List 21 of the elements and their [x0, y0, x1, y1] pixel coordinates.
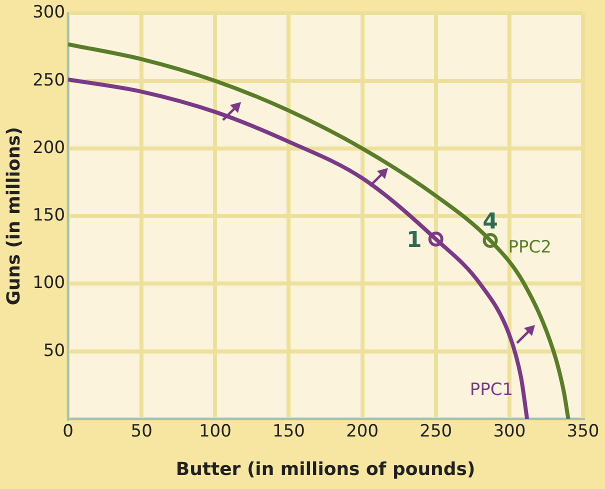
x-tick-label: 150	[272, 422, 305, 442]
y-tick-label: 200	[32, 138, 66, 158]
x-axis-title: Butter (in millions of pounds)	[176, 458, 476, 480]
x-tick-label: 200	[346, 422, 379, 442]
y-tick-label: 300	[32, 2, 66, 23]
y-tick-label: 100	[32, 273, 66, 294]
y-tick-label: 50	[43, 340, 66, 361]
y-tick-label: 250	[32, 70, 66, 90]
annotation: 4	[482, 209, 498, 234]
y-tick-label: 150	[32, 206, 66, 226]
line-series	[68, 42, 570, 419]
series-label: PPC2	[508, 237, 552, 258]
x-tick-label: 0	[62, 422, 74, 442]
x-tick-label: 350	[566, 422, 600, 442]
series-label: PPC1	[470, 380, 514, 400]
y-axis-title: Guns (in millions)	[3, 126, 24, 306]
x-tick-label: 50	[130, 422, 152, 442]
x-tick-label: 100	[198, 422, 232, 442]
x-tick-label: 250	[420, 422, 452, 442]
annotation: 1	[406, 228, 422, 254]
x-tick-label: 300	[493, 422, 526, 442]
